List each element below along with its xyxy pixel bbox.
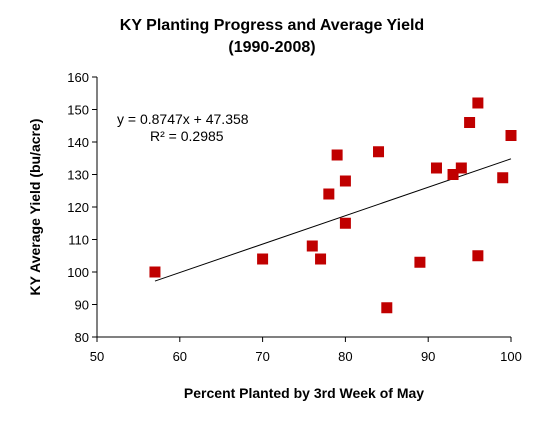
data-point — [464, 117, 476, 128]
chart-title: KY Planting Progress and Average Yield — [120, 17, 424, 34]
x-tick-label: 50 — [90, 349, 104, 364]
data-point — [331, 149, 343, 161]
data-point — [149, 266, 161, 278]
y-axis-ticks: 80 90 100 110 120 130 140 150 160 — [67, 70, 97, 345]
x-tick-label: 60 — [173, 349, 187, 364]
data-points — [149, 97, 517, 314]
data-point — [472, 97, 484, 109]
x-axis-title: Percent Planted by 3rd Week of May — [184, 385, 424, 401]
y-tick-label: 140 — [67, 135, 89, 150]
y-tick-label: 130 — [67, 168, 89, 183]
data-point — [472, 250, 484, 262]
data-point — [455, 162, 467, 174]
y-tick-label: 120 — [67, 200, 89, 215]
data-point — [339, 217, 351, 229]
y-tick-label: 160 — [67, 70, 89, 85]
data-point — [315, 253, 327, 265]
data-point — [497, 172, 509, 184]
y-tick-label: 150 — [67, 103, 89, 118]
y-tick-label: 90 — [75, 298, 89, 313]
chart-subtitle: (1990-2008) — [228, 39, 315, 56]
data-point — [339, 175, 351, 187]
data-point — [373, 146, 385, 158]
data-point — [447, 169, 459, 180]
data-point — [505, 130, 517, 141]
x-axis-ticks: 50 60 70 80 90 100 — [90, 337, 522, 364]
x-tick-label: 80 — [338, 349, 352, 364]
x-tick-label: 100 — [500, 349, 522, 364]
trendline-r2: R² = 0.2985 — [150, 128, 224, 144]
y-tick-label: 80 — [75, 330, 89, 345]
trendline-equation: y = 0.8747x + 47.358 — [117, 111, 249, 127]
data-point — [430, 162, 442, 174]
data-point — [323, 188, 335, 200]
data-point — [306, 240, 318, 252]
x-tick-label: 70 — [255, 349, 269, 364]
data-point — [381, 302, 393, 314]
data-point — [257, 253, 269, 265]
data-point — [414, 256, 426, 268]
y-tick-label: 100 — [67, 265, 89, 280]
y-axis-title: KY Average Yield (bu/acre) — [27, 119, 43, 296]
y-tick-label: 110 — [68, 233, 89, 248]
x-tick-label: 90 — [421, 349, 435, 364]
